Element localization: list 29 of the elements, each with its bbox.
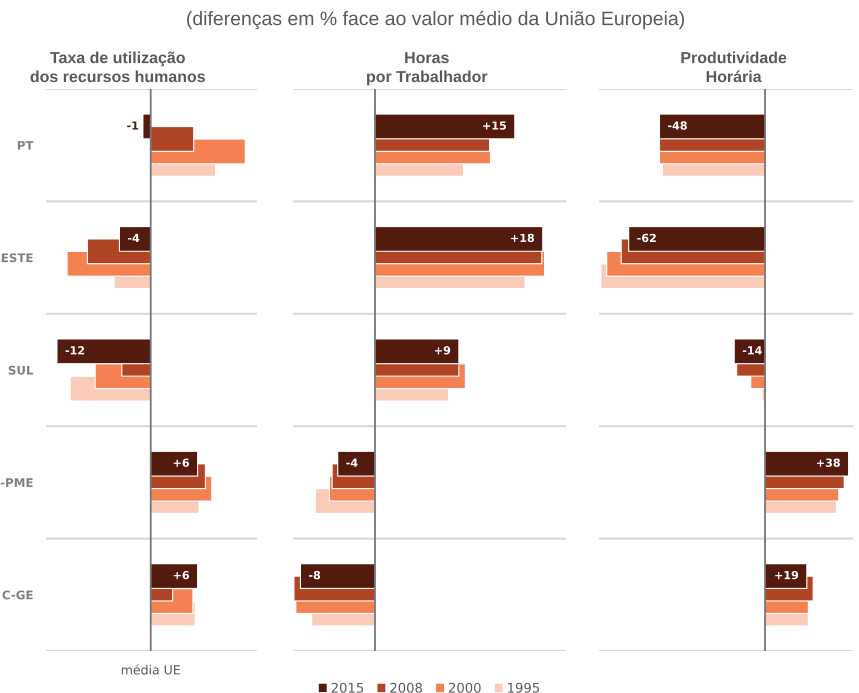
data-label: -48 xyxy=(668,121,687,130)
data-label: -4 xyxy=(128,234,140,242)
chart-title: Produtividade Horária xyxy=(681,52,786,82)
ref-line-label: média UE xyxy=(122,664,180,675)
chart-title: Taxa de utilização dos recursos humanos xyxy=(30,52,205,82)
data-label: -8 xyxy=(309,570,320,580)
y-tick-label: ESTE xyxy=(2,253,33,262)
data-label: +18 xyxy=(511,234,534,242)
legend-label: 2008 xyxy=(390,682,422,693)
data-label: -62 xyxy=(637,234,656,242)
y-tick-label: SUL xyxy=(8,366,34,375)
chart-title: Horas por Trabalhador xyxy=(367,52,488,86)
legend-label: 2000 xyxy=(448,682,481,693)
y-tick-label: PT xyxy=(18,141,34,150)
data-label: -4 xyxy=(346,458,358,467)
data-label: +38 xyxy=(817,458,840,467)
data-label: +19 xyxy=(775,570,798,580)
text: (diferenças em % face ao valor médio da União Europeia) xyxy=(187,10,684,30)
legend-label: 1995 xyxy=(508,682,540,693)
legend-label: 2015 xyxy=(332,682,364,693)
data-label: +9 xyxy=(434,346,450,355)
data-label: +6 xyxy=(174,458,190,467)
data-label: +6 xyxy=(174,570,190,580)
data-label: -1 xyxy=(127,121,138,130)
y-tick-label: -PME xyxy=(0,478,33,487)
y-tick-label: C-GE xyxy=(2,590,33,600)
data-label: -14 xyxy=(742,346,762,354)
data-label: +15 xyxy=(483,121,506,130)
data-label: -12 xyxy=(66,346,84,354)
